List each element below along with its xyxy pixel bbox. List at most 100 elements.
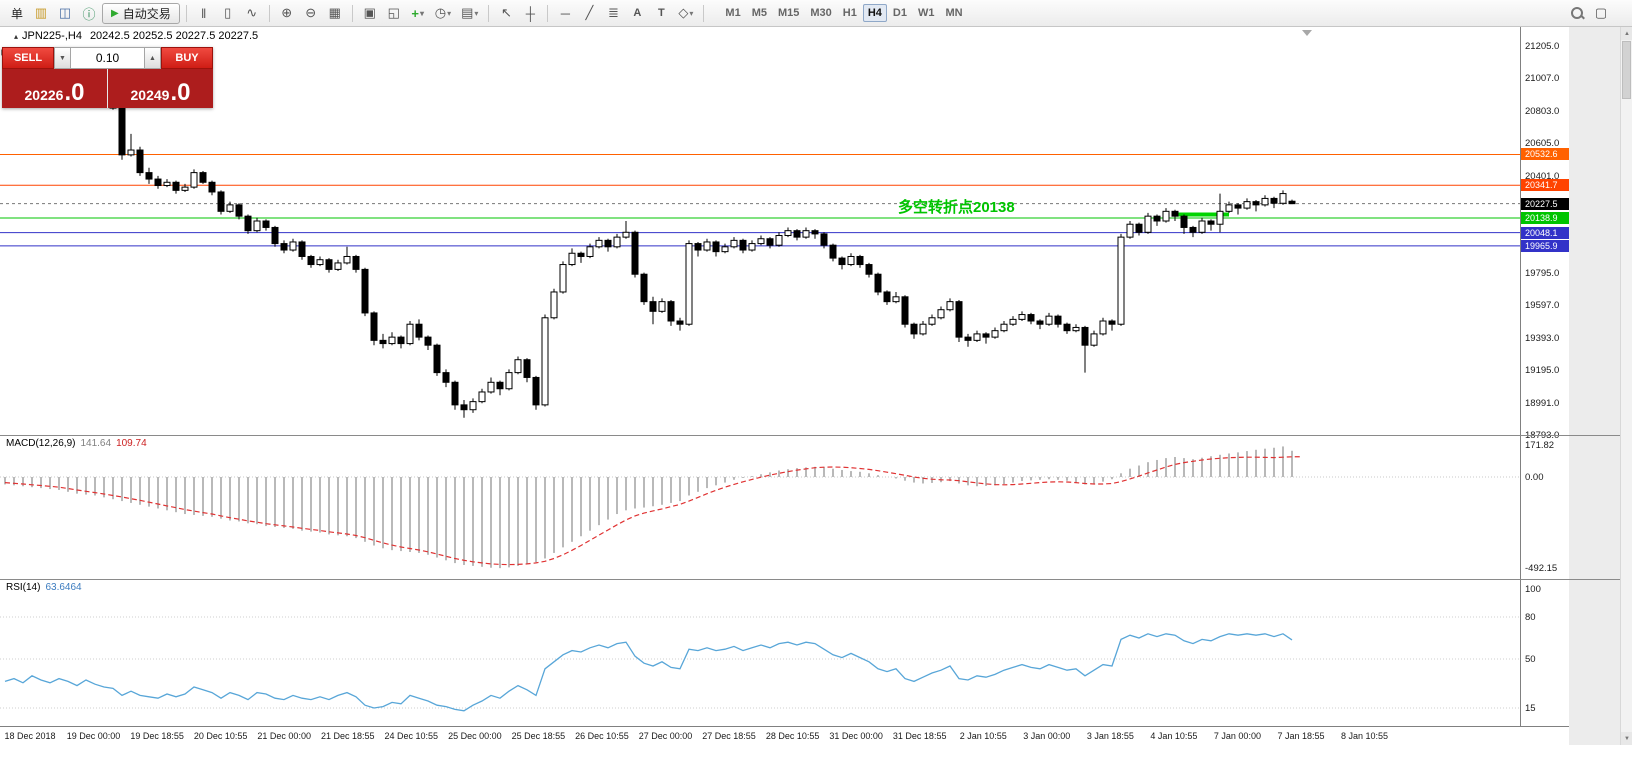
rsi-axis-label: 80 xyxy=(1525,612,1536,623)
zoom-in-icon[interactable]: ⊕ xyxy=(281,5,293,20)
macd-name: MACD(12,26,9) xyxy=(6,438,76,449)
price-axis-label: 20803.0 xyxy=(1525,105,1560,117)
search-icon[interactable] xyxy=(1570,6,1584,20)
time-axis-label: 31 Dec 18:55 xyxy=(892,731,947,741)
buy-button[interactable]: BUY xyxy=(161,47,213,69)
timeframe-m1[interactable]: M1 xyxy=(720,4,745,22)
timeframe-m5[interactable]: M5 xyxy=(747,4,772,22)
toolbar-separator xyxy=(488,4,490,22)
macd-axis-label: 0.00 xyxy=(1525,472,1544,483)
scrollbar-thumb[interactable] xyxy=(1622,41,1631,99)
time-axis-label: 25 Dec 00:00 xyxy=(448,731,502,741)
timeframe-m15[interactable]: M15 xyxy=(773,4,804,22)
fibonacci-icon[interactable]: ≣ xyxy=(607,5,619,20)
timeframe-h4[interactable]: H4 xyxy=(862,4,887,22)
time-axis-label: 28 Dec 10:55 xyxy=(765,731,820,741)
auto-trading-label: 自动交易 xyxy=(122,6,171,21)
trendline-icon[interactable]: ╱ xyxy=(585,5,594,20)
shape-icon: ◇ xyxy=(678,5,689,20)
time-axis-label: 31 Dec 00:00 xyxy=(829,731,883,741)
time-axis-label: 25 Dec 18:55 xyxy=(511,731,566,741)
timeframe-d1[interactable]: D1 xyxy=(888,4,912,22)
chevron-down-icon: ▾ xyxy=(689,8,694,18)
time-axis-label: 3 Jan 00:00 xyxy=(1023,731,1071,741)
timeframe-w1[interactable]: W1 xyxy=(913,4,940,22)
vertical-scrollbar[interactable]: ▲ ▼ xyxy=(1620,27,1632,745)
sell-button[interactable]: SELL xyxy=(2,47,54,69)
price-axis[interactable]: 21205.0 21007.0 20803.0 20605.0 20401.0 19795… xyxy=(1520,27,1569,726)
window-background xyxy=(1569,27,1620,745)
price-marker: 20138.9 xyxy=(1521,211,1569,224)
clock-icon: ◷ xyxy=(434,5,447,20)
price-axis-label: 18991.0 xyxy=(1525,398,1560,410)
cursor-icon[interactable]: ↖ xyxy=(500,5,512,20)
price-marker: 20048.1 xyxy=(1521,226,1569,239)
buy-price-display[interactable]: 20249 .0 xyxy=(108,69,213,108)
chevron-down-icon: ▾ xyxy=(447,8,452,18)
price-axis-label: 21007.0 xyxy=(1525,72,1560,84)
scroll-up-icon[interactable]: ▲ xyxy=(1621,27,1632,40)
candlestick-chart-icon[interactable]: ▯ xyxy=(224,5,232,20)
time-axis-label: 8 Jan 10:55 xyxy=(1341,731,1389,741)
periods-icon[interactable]: ◷ ▾ xyxy=(431,2,455,24)
indicators-icon[interactable]: + ▾ xyxy=(407,2,429,24)
time-axis-label: 19 Dec 18:55 xyxy=(130,731,184,741)
pane-separator-macd[interactable] xyxy=(0,435,1620,436)
cascade-windows-icon[interactable]: ◱ xyxy=(387,5,400,20)
time-axis-label: 26 Dec 10:55 xyxy=(575,731,629,741)
pivot-annotation[interactable]: 多空转折点20138 xyxy=(898,199,1015,216)
chart-title: ▴ JPN225-,H4 20242.5 20252.5 20227.5 20227… xyxy=(14,30,258,42)
shapes-icon[interactable]: ◇ ▾ xyxy=(674,2,697,24)
template-icon: ▤ xyxy=(461,5,474,20)
chart-menu-icon[interactable]: ▴ xyxy=(14,32,19,41)
toolbar-separator xyxy=(547,4,549,22)
timeframe-mn[interactable]: MN xyxy=(940,4,967,22)
time-axis-label: 20 Dec 10:55 xyxy=(193,731,248,741)
text-label-tool-icon[interactable]: T xyxy=(658,7,665,19)
tile-windows-icon[interactable]: ▣ xyxy=(363,5,376,20)
grid-icon[interactable]: ▦ xyxy=(328,5,341,20)
new-order-button[interactable]: 单 xyxy=(6,2,28,24)
templates-icon[interactable]: ▤ ▾ xyxy=(457,2,482,24)
time-axis[interactable]: 18 Dec 2018 19 Dec 00:00 19 Dec 18:55 20 De… xyxy=(0,726,1569,745)
profiles-icon[interactable]: ▥ xyxy=(34,5,48,20)
timeframe-h1[interactable]: H1 xyxy=(838,4,862,22)
toolbar-separator xyxy=(351,4,353,22)
lot-size-input[interactable] xyxy=(71,47,144,69)
price-axis-label: 19795.0 xyxy=(1525,268,1560,280)
time-axis-label: 7 Jan 18:55 xyxy=(1277,731,1325,741)
rsi-axis-label: 100 xyxy=(1525,584,1541,595)
rsi-name: RSI(14) xyxy=(6,582,41,593)
rsi-label: RSI(14) 63.6464 xyxy=(6,582,82,593)
price-axis-label: 19597.0 xyxy=(1525,300,1560,312)
price-axis-label: 21205.0 xyxy=(1525,41,1560,52)
time-axis-label: 7 Jan 00:00 xyxy=(1213,731,1261,741)
chart-plot-area[interactable] xyxy=(0,0,1520,745)
sell-price-display[interactable]: 20226 .0 xyxy=(2,69,107,108)
auto-trading-button[interactable]: ▶ 自动交易 xyxy=(102,2,180,24)
toolbar-separator xyxy=(703,4,705,22)
time-axis-label: 21 Dec 00:00 xyxy=(257,731,311,741)
time-axis-label: 24 Dec 10:55 xyxy=(384,731,439,741)
pane-separator-rsi[interactable] xyxy=(0,579,1620,580)
time-axis-label: 3 Jan 18:55 xyxy=(1086,731,1134,741)
macd-value-signal: 109.74 xyxy=(116,438,147,449)
horizontal-line-icon[interactable]: ─ xyxy=(560,5,570,21)
line-chart-icon[interactable]: ∿ xyxy=(246,5,258,20)
data-window-icon[interactable]: ⓘ xyxy=(82,6,96,22)
scroll-down-icon[interactable]: ▼ xyxy=(1621,732,1632,745)
sell-price-int: 20226 xyxy=(24,86,64,103)
price-axis-label: 20605.0 xyxy=(1525,137,1560,149)
lot-decrease-button[interactable]: ▼ xyxy=(54,47,71,69)
chart-symbol-period: JPN225-,H4 xyxy=(22,30,82,42)
text-tool-icon[interactable]: A xyxy=(633,7,642,19)
window-icon[interactable]: ▢ xyxy=(1594,5,1608,20)
timeframe-m30[interactable]: M30 xyxy=(805,4,836,22)
rsi-axis-label: 50 xyxy=(1525,654,1536,665)
price-marker: 20532.6 xyxy=(1521,148,1569,161)
lot-increase-button[interactable]: ▲ xyxy=(144,47,161,69)
crosshair-icon[interactable]: ┼ xyxy=(525,5,535,21)
zoom-out-icon[interactable]: ⊖ xyxy=(305,5,317,20)
market-watch-icon[interactable]: ◫ xyxy=(58,5,72,20)
bar-chart-icon[interactable]: ‖ xyxy=(201,5,207,21)
